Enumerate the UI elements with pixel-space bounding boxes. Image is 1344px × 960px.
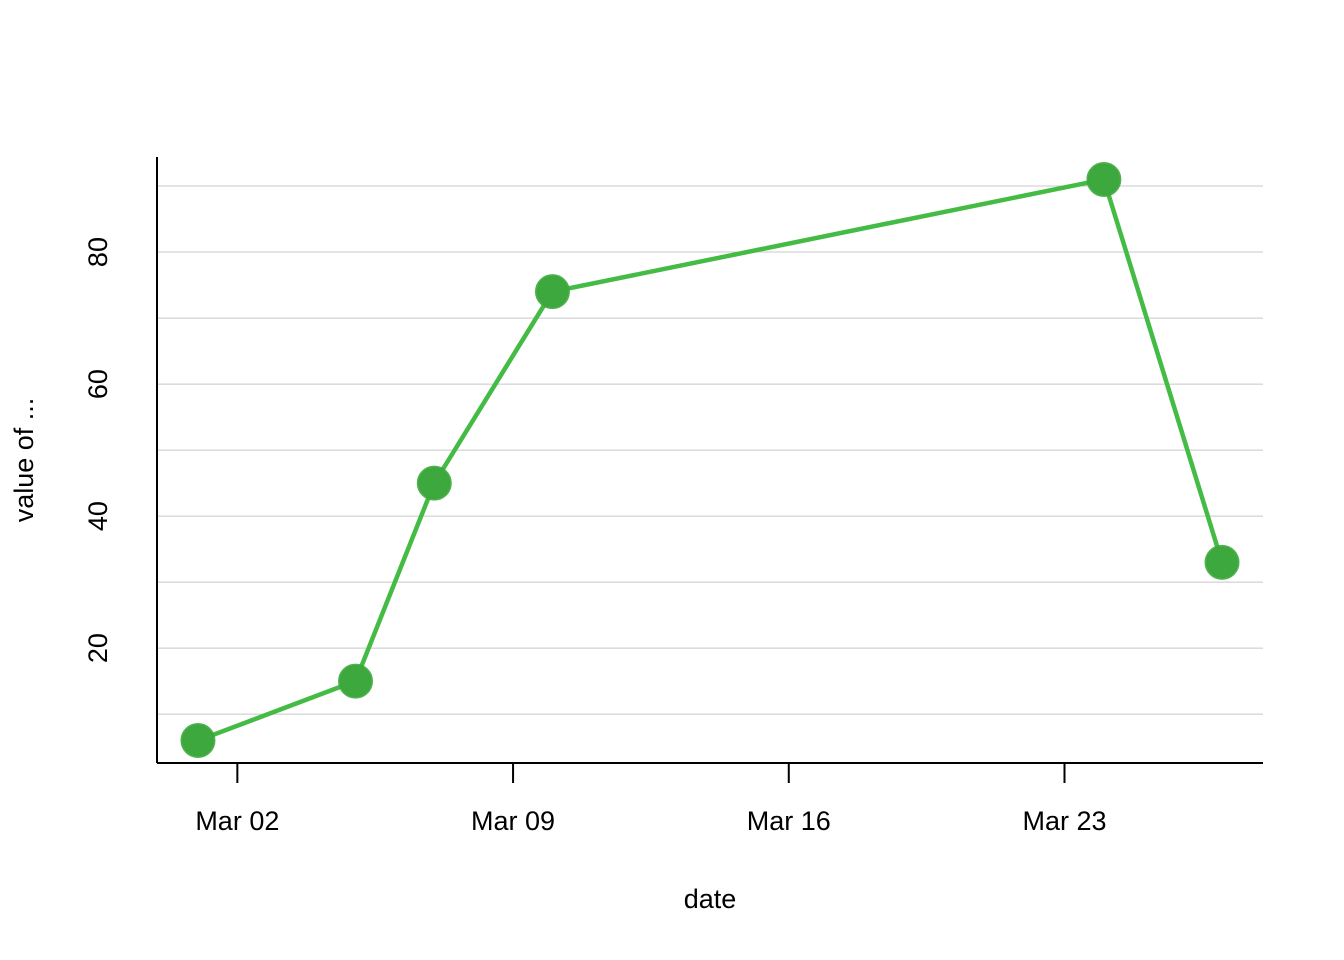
data-point <box>1204 544 1240 580</box>
y-axis-title: value of ... <box>9 398 39 523</box>
y-tick-label: 20 <box>83 633 113 663</box>
y-tick-label: 40 <box>83 501 113 531</box>
x-tick-label: Mar 09 <box>471 806 555 836</box>
x-axis-title: date <box>684 884 737 914</box>
data-point <box>534 274 570 310</box>
data-point <box>180 723 216 759</box>
x-tick-label: Mar 23 <box>1022 806 1106 836</box>
x-tick-label: Mar 16 <box>747 806 831 836</box>
data-point <box>416 465 452 501</box>
data-point <box>1086 161 1122 197</box>
x-tick-label: Mar 02 <box>195 806 279 836</box>
y-tick-label: 80 <box>83 237 113 267</box>
y-tick-label: 60 <box>83 369 113 399</box>
data-point <box>338 663 374 699</box>
data-line <box>197 176 1225 743</box>
